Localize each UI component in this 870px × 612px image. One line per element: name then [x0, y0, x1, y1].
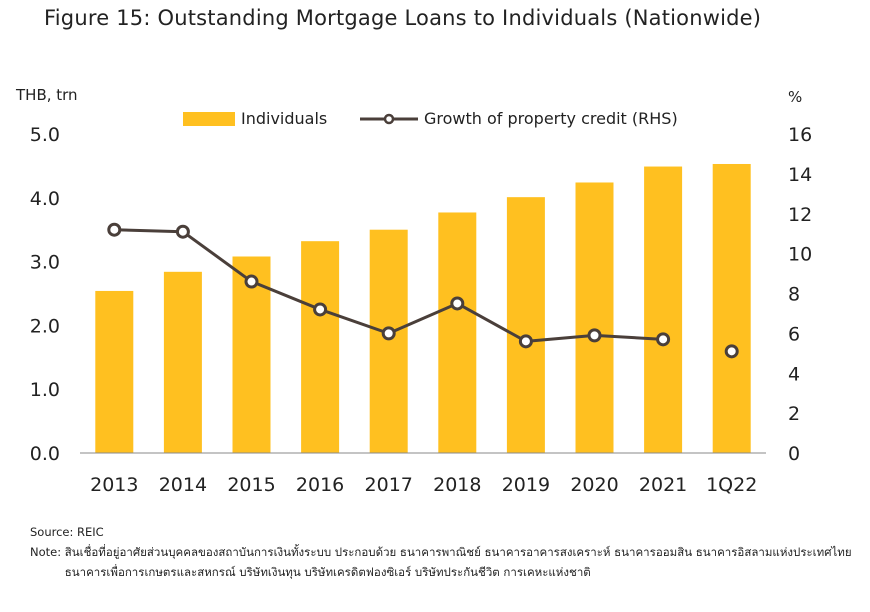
legend-swatch-individuals [183, 112, 235, 126]
growth-point-2020 [587, 328, 602, 343]
growth-point-2019 [518, 334, 533, 349]
bar-2021 [644, 166, 683, 453]
y-left-tick-0.0: 0.0 [30, 443, 60, 465]
y-right-tick-6: 6 [788, 323, 800, 345]
y-right-tick-12: 12 [788, 204, 812, 226]
bar-2013 [95, 290, 134, 453]
growth-point-2021 [656, 332, 671, 347]
y-left-tick-3.0: 3.0 [30, 252, 60, 274]
y-left-tick-5.0: 5.0 [30, 124, 60, 146]
x-tick-label-2021: 2021 [639, 474, 687, 496]
y-right-tick-0: 0 [788, 443, 800, 465]
growth-point-2018 [450, 296, 465, 311]
x-tick-label-2016: 2016 [296, 474, 344, 496]
bar-2015 [232, 256, 271, 453]
legend-label-individuals: Individuals [241, 109, 327, 128]
y-right-tick-8: 8 [788, 284, 800, 306]
mortgage-loans-chart: 2013 2014 2015 2016 2017 2018 2019 2020 2021 1Q22… [15, 86, 812, 496]
bar-2019 [506, 197, 545, 453]
bar-2020 [575, 182, 614, 453]
y-right-tick-16: 16 [788, 124, 812, 146]
x-tick-label-2018: 2018 [433, 474, 481, 496]
note-label: Note: [30, 545, 65, 559]
growth-point-2017 [381, 326, 396, 341]
growth-point-2014 [175, 224, 190, 239]
y-left-tick-2.0: 2.0 [30, 315, 60, 337]
chart-footer: Source: REIC Note: สินเชื่อที่อยู่อาศัยส… [30, 522, 860, 582]
bar-2014 [163, 271, 202, 453]
growth-point-2015 [244, 274, 259, 289]
bar-1Q22 [712, 163, 751, 453]
y-right-tick-2: 2 [788, 403, 800, 425]
x-tick-label-2014: 2014 [159, 474, 207, 496]
source-text: Source: REIC [30, 525, 104, 539]
note: Note: สินเชื่อที่อยู่อาศัยส่วนบุคคลของสถ… [30, 542, 860, 582]
x-tick-label-2020: 2020 [570, 474, 618, 496]
legend-marker-growth [383, 113, 395, 125]
chart-title: Figure 15: Outstanding Mortgage Loans to… [44, 6, 762, 30]
bar-2016 [301, 241, 340, 453]
y-right-tick-14: 14 [788, 164, 812, 186]
growth-point-2016 [313, 302, 328, 317]
bar-2017 [369, 229, 408, 453]
y-left-axis-label: THB, trn [15, 86, 78, 104]
x-tick-label-1Q22: 1Q22 [706, 474, 757, 496]
growth-point-2013 [107, 222, 122, 237]
growth-point-1Q22 [724, 344, 739, 359]
x-tick-label-2015: 2015 [227, 474, 275, 496]
note-text: สินเชื่อที่อยู่อาศัยส่วนบุคคลของสถาบันกา… [64, 545, 852, 579]
y-left-tick-4.0: 4.0 [30, 188, 60, 210]
bar-2018 [438, 212, 477, 453]
y-right-tick-10: 10 [788, 244, 812, 266]
x-tick-label-2013: 2013 [90, 474, 138, 496]
y-left-tick-1.0: 1.0 [30, 379, 60, 401]
y-right-axis-label: % [788, 88, 802, 106]
x-tick-label-2019: 2019 [502, 474, 550, 496]
y-right-tick-4: 4 [788, 363, 800, 385]
x-tick-label-2017: 2017 [365, 474, 413, 496]
legend-label-growth: Growth of property credit (RHS) [424, 109, 678, 128]
